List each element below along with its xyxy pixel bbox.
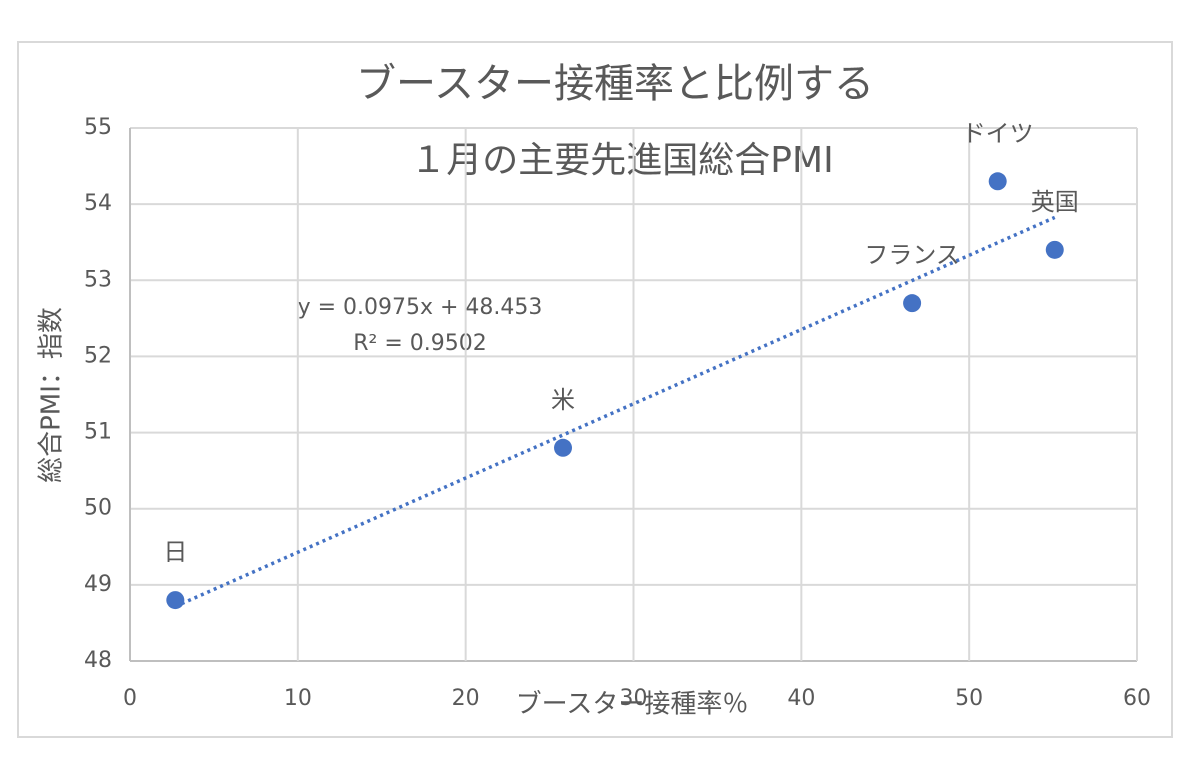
- x-axis-title: ブースター接種率％: [516, 690, 749, 720]
- y-tick-label: 48: [84, 648, 112, 673]
- point-label: ドイツ: [962, 119, 1034, 147]
- y-tick-label: 50: [84, 496, 112, 521]
- point-label: フランス: [864, 241, 960, 269]
- x-tick-label: 40: [787, 686, 815, 711]
- x-tick-label: 10: [284, 686, 312, 711]
- x-tick-label: 0: [123, 686, 137, 711]
- point: [554, 438, 573, 457]
- trend-r-squared: R² = 0.9502: [353, 331, 487, 356]
- trend-equation: y = 0.0975x + 48.453: [298, 295, 543, 320]
- chart-title: ブースター接種率と比例する: [356, 61, 874, 107]
- point-label: 米: [551, 386, 575, 414]
- point: [988, 172, 1007, 191]
- y-tick-label: 51: [84, 420, 112, 445]
- y-tick-label: 55: [84, 115, 112, 140]
- point: [166, 591, 185, 610]
- x-tick-label: 60: [1123, 686, 1151, 711]
- chart-subtitle: １月の主要先進国総合PMI: [410, 140, 833, 181]
- point: [1045, 240, 1064, 259]
- x-tick-label: 30: [620, 686, 648, 711]
- y-tick-label: 54: [84, 191, 112, 216]
- y-axis-title: 総合PMI：指数: [37, 307, 67, 483]
- y-tick-label: 53: [84, 267, 112, 292]
- point-label: 日: [163, 538, 187, 566]
- chart-border: [17, 41, 1173, 738]
- y-tick-label: 49: [84, 572, 112, 597]
- point: [903, 294, 922, 313]
- y-tick-label: 52: [84, 343, 112, 368]
- point-label: 英国: [1031, 188, 1079, 216]
- x-tick-label: 20: [452, 686, 480, 711]
- x-tick-label: 50: [955, 686, 983, 711]
